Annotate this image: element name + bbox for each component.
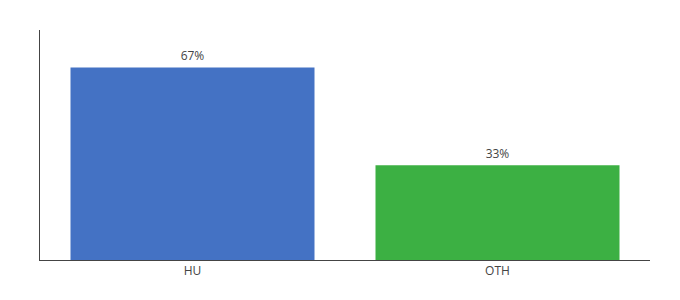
svg-text:HU: HU xyxy=(184,262,202,279)
svg-text:33%: 33% xyxy=(486,145,510,162)
svg-text:67%: 67% xyxy=(181,47,205,64)
svg-text:OTH: OTH xyxy=(485,262,510,279)
